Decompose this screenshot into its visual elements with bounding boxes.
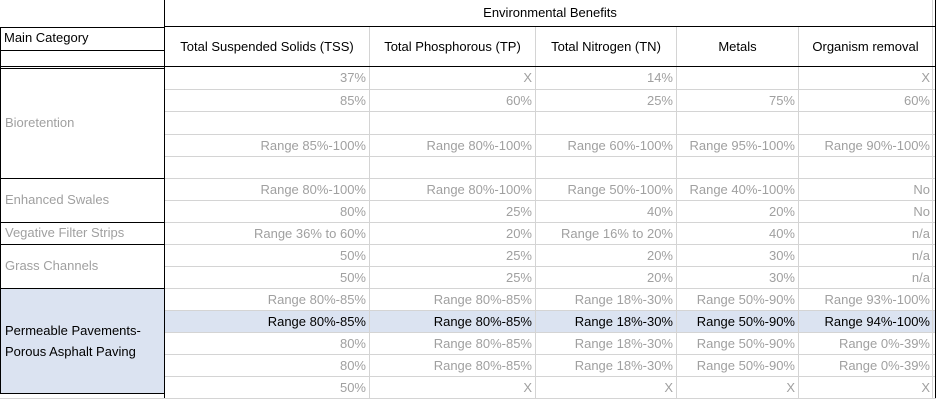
category-bioretention[interactable]: Bioretention (5, 115, 75, 130)
cell-r11-tn[interactable]: Range 18%-30% (574, 292, 673, 307)
environmental-benefits-header[interactable]: Environmental Benefits (483, 5, 617, 20)
cell-r1-organism-removal[interactable]: 60% (903, 93, 930, 108)
cell-r14-tn[interactable]: Range 18%-30% (574, 358, 673, 373)
cell-r0-organism-removal[interactable]: X (921, 70, 930, 85)
cell-r12-organism-removal[interactable]: Range 94%-100% (824, 314, 930, 329)
category-grass-channels[interactable]: Grass Channels (5, 258, 99, 273)
cell-r0-tss[interactable]: 37% (339, 70, 366, 85)
cell-r8-tp[interactable]: 20% (505, 226, 532, 241)
cell-r9-metals[interactable]: 30% (768, 248, 795, 263)
cell-r12-tss[interactable]: Range 80%-85% (267, 314, 366, 329)
cell-r11-tp[interactable]: Range 80%-85% (433, 292, 532, 307)
selected-row-highlight (164, 310, 936, 332)
category-permeable-pavements[interactable]: Permeable Pavements- (5, 323, 141, 338)
cell-r15-organism-removal[interactable]: X (921, 380, 930, 395)
cell-r3-tn[interactable] (536, 112, 676, 134)
cell-r8-tss[interactable]: Range 36% to 60% (253, 226, 366, 241)
cell-r0-tn[interactable]: 14% (646, 70, 673, 85)
cell-r1-tn[interactable]: 25% (646, 93, 673, 108)
cell-r14-tp[interactable]: Range 80%-85% (433, 358, 532, 373)
cell-r8-tn[interactable]: Range 16% to 20% (560, 226, 673, 241)
cell-r5-organism-removal[interactable] (799, 157, 933, 179)
category-porous-asphalt-paving[interactable]: Porous Asphalt Paving (5, 344, 136, 359)
cell-r6-tp[interactable]: Range 80%-100% (426, 182, 532, 197)
cell-r11-metals[interactable]: Range 50%-90% (696, 292, 795, 307)
cell-r10-tss[interactable]: 50% (339, 270, 366, 285)
cell-r7-metals[interactable]: 20% (768, 204, 795, 219)
cell-r6-organism-removal[interactable]: No (913, 182, 930, 197)
cell-r1-metals[interactable]: 75% (768, 93, 795, 108)
cell-r5-tn[interactable] (536, 157, 676, 179)
cell-r10-tp[interactable]: 25% (505, 270, 532, 285)
cell-r7-tp[interactable]: 25% (505, 204, 532, 219)
cell-r13-organism-removal[interactable]: Range 0%-39% (838, 336, 930, 351)
cell-r15-metals[interactable]: X (786, 380, 795, 395)
cell-r0-tp[interactable]: X (523, 70, 532, 85)
cell-r1-tp[interactable]: 60% (505, 93, 532, 108)
cell-r5-metals[interactable] (677, 157, 798, 179)
cell-r13-tp[interactable]: Range 80%-85% (433, 336, 532, 351)
cell-r1-tss[interactable]: 85% (339, 93, 366, 108)
column-header-metals[interactable]: Metals (718, 39, 757, 54)
cell-r14-tss[interactable]: 80% (339, 358, 366, 373)
cell-r14-metals[interactable]: Range 50%-90% (696, 358, 795, 373)
category-vegetative-filter-strips[interactable]: Vegative Filter Strips (5, 225, 125, 240)
cell-r13-metals[interactable]: Range 50%-90% (696, 336, 795, 351)
cell-r15-tss[interactable]: 50% (339, 380, 366, 395)
cell-r5-tss[interactable] (165, 157, 369, 179)
cell-r11-organism-removal[interactable]: Range 93%-100% (824, 292, 930, 307)
cell-r6-tss[interactable]: Range 80%-100% (260, 182, 366, 197)
cell-r12-tn[interactable]: Range 18%-30% (574, 314, 673, 329)
column-header-tp[interactable]: Total Phosphorous (TP) (384, 39, 521, 54)
cell-r9-tp[interactable]: 25% (505, 248, 532, 263)
cell-r6-metals[interactable]: Range 40%-100% (689, 182, 795, 197)
cell-r3-tp[interactable] (370, 112, 535, 134)
cell-r10-tn[interactable]: 20% (646, 270, 673, 285)
cell-r5-tp[interactable] (370, 157, 535, 179)
cell-r9-tn[interactable]: 20% (646, 248, 673, 263)
main-category-header[interactable]: Main Category (4, 30, 89, 45)
cell-r14-organism-removal[interactable]: Range 0%-39% (838, 358, 930, 373)
cell-r7-tss[interactable]: 80% (339, 204, 366, 219)
cell-r12-metals[interactable]: Range 50%-90% (696, 314, 795, 329)
category-enhanced-swales[interactable]: Enhanced Swales (5, 192, 110, 207)
cell-r4-metals[interactable]: Range 95%-100% (689, 138, 795, 153)
cell-r13-tn[interactable]: Range 18%-30% (574, 336, 673, 351)
cell-r15-tp[interactable]: X (523, 380, 532, 395)
cell-r9-tss[interactable]: 50% (339, 248, 366, 263)
cell-r6-tn[interactable]: Range 50%-100% (567, 182, 673, 197)
cell-r4-tss[interactable]: Range 85%-100% (260, 138, 366, 153)
cell-r3-tss[interactable] (165, 112, 369, 134)
cell-r0-metals[interactable] (677, 67, 798, 89)
cell-r4-organism-removal[interactable]: Range 90%-100% (824, 138, 930, 153)
column-header-tn[interactable]: Total Nitrogen (TN) (551, 39, 661, 54)
cell-r13-tss[interactable]: 80% (339, 336, 366, 351)
permeable-category-highlight (0, 289, 164, 393)
cell-r8-organism-removal[interactable]: n/a (911, 226, 930, 241)
cell-r9-organism-removal[interactable]: n/a (911, 248, 930, 263)
cell-r3-organism-removal[interactable] (799, 112, 933, 134)
cell-r12-tp[interactable]: Range 80%-85% (433, 314, 532, 329)
cell-r8-metals[interactable]: 40% (768, 226, 795, 241)
cell-r15-tn[interactable]: X (664, 380, 673, 395)
cell-r4-tn[interactable]: Range 60%-100% (567, 138, 673, 153)
cell-r10-metals[interactable]: 30% (768, 270, 795, 285)
cell-r11-tss[interactable]: Range 80%-85% (267, 292, 366, 307)
column-header-tss[interactable]: Total Suspended Solids (TSS) (180, 39, 354, 54)
cell-r4-tp[interactable]: Range 80%-100% (426, 138, 532, 153)
cell-r7-organism-removal[interactable]: No (913, 204, 930, 219)
cell-r3-metals[interactable] (677, 112, 798, 134)
cell-r10-organism-removal[interactable]: n/a (911, 270, 930, 285)
cell-r7-tn[interactable]: 40% (646, 204, 673, 219)
column-header-organism-removal[interactable]: Organism removal (812, 39, 919, 54)
